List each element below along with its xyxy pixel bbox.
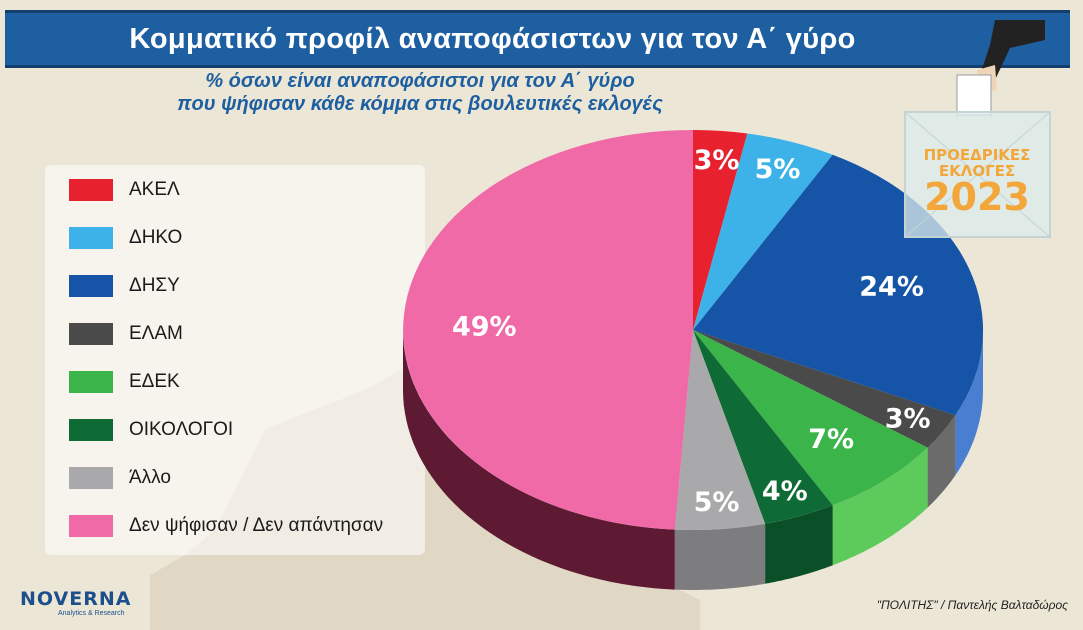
pie-data-label: 49%: [452, 312, 517, 343]
legend-label: ΔΗΚΟ: [129, 227, 183, 248]
pie-slice-side: [832, 447, 928, 566]
noverna-logo: NOVERNA Analytics & Research: [20, 588, 132, 617]
pie-slice: [693, 330, 928, 506]
legend-label: ΑΚΕΛ: [129, 179, 180, 200]
pie-slice: [693, 330, 956, 448]
legend-swatch: [69, 275, 113, 297]
pie-slice: [403, 130, 693, 530]
legend-item: Άλλο: [69, 465, 171, 491]
pie-slice: [674, 330, 766, 530]
badge-line1: ΠΡΟΕΔΡΙΚΕΣ: [924, 146, 1031, 164]
legend-item: ΕΔΕΚ: [69, 369, 180, 395]
logo-tagline: Analytics & Research: [58, 610, 125, 617]
legend-swatch: [69, 515, 113, 537]
legend-item: ΔΗΣΥ: [69, 273, 180, 299]
legend-item: ΑΚΕΛ: [69, 177, 180, 203]
legend-swatch: [69, 323, 113, 345]
legend-label: ΟΙΚΟΛΟΓΟΙ: [129, 419, 234, 440]
source-credit: "ΠΟΛΙΤΗΣ" / Παντελής Βαλταδώρος: [876, 598, 1068, 612]
pie-slice: [693, 330, 833, 524]
ballot-paper-icon: [956, 74, 992, 116]
pie-slice-side: [927, 415, 956, 508]
logo-name: NOVERNA: [20, 588, 132, 610]
pie-slice: [693, 133, 833, 330]
title-bar: Κομματικό προφίλ αναποφάσιστων για τον Α…: [5, 10, 1070, 68]
legend-label: ΔΗΣΥ: [129, 275, 180, 296]
legend-swatch: [69, 371, 113, 393]
pie-side-group: [403, 330, 983, 590]
pie-data-label: 24%: [859, 272, 924, 303]
pie-data-label: 3%: [885, 404, 931, 435]
pie-label-group: 3% 5% 24% 3% 7%4% 5% 49%: [452, 145, 931, 518]
pie-data-label: 3%: [694, 145, 740, 176]
chart-title: Κομματικό προφίλ αναποφάσιστων για τον Α…: [129, 22, 856, 55]
legend-item: Δεν ψήφισαν / Δεν απάντησαν: [69, 513, 383, 539]
legend-label: Άλλο: [129, 467, 171, 488]
pie-data-label: 4%: [762, 476, 808, 507]
pie-slice-side: [674, 523, 766, 590]
pie-data-label: 5%: [755, 154, 801, 185]
legend-swatch: [69, 467, 113, 489]
ballot-box-badge: ΠΡΟΕΔΡΙΚΕΣ ΕΚΛΟΓΕΣ 2023: [904, 20, 1051, 238]
pie-slice-side: [955, 330, 983, 476]
legend-label: Δεν ψήφισαν / Δεν απάντησαν: [129, 515, 384, 536]
chart-subtitle-line1: % όσων είναι αναποφάσιστοι για τον Α΄ γύ…: [205, 70, 635, 92]
legend-swatch: [69, 419, 113, 441]
pie-data-label: 5%: [694, 487, 740, 518]
badge-line2: ΕΚΛΟΓΕΣ: [939, 162, 1015, 180]
hand-sleeve-icon: [980, 20, 1045, 80]
pie-slice-side: [403, 330, 675, 590]
legend-label: ΕΛΑΜ: [129, 323, 183, 344]
badge-year: 2023: [924, 175, 1030, 219]
legend-item: ΕΛΑΜ: [69, 321, 183, 347]
legend-item: ΟΙΚΟΛΟΓΟΙ: [69, 417, 233, 443]
chart-subtitle-line2: που ψήφισαν κάθε κόμμα στις βουλευτικές …: [177, 93, 663, 115]
legend-item: ΔΗΚΟ: [69, 225, 182, 251]
legend: ΑΚΕΛ ΔΗΚΟ ΔΗΣΥ ΕΛΑΜ ΕΔΕΚ ΟΙΚΟΛΟΓΟΙ Άλλο Δεν ψήφ…: [45, 165, 425, 555]
legend-swatch: [69, 179, 113, 201]
pie-slice: [693, 129, 748, 330]
pie-data-label: 7%: [808, 424, 854, 455]
legend-label: ΕΔΕΚ: [129, 371, 180, 392]
pie-slice-side: [765, 505, 833, 584]
legend-swatch: [69, 227, 113, 249]
